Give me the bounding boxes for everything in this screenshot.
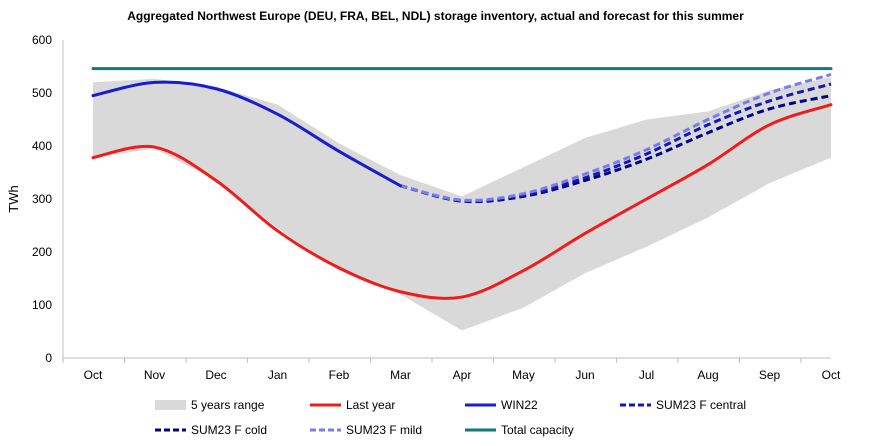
x-tick-label: Jan [268,368,287,382]
y-axis-title: TWh [6,185,21,212]
x-tick-label: Oct [84,368,103,382]
plot-area [91,67,833,331]
x-tick-label: Sep [759,368,781,382]
y-tick-label: 100 [32,298,52,312]
series-line-win22 [91,80,402,188]
x-tick-label: Feb [329,368,350,382]
y-tick-label: 600 [32,33,52,47]
range-band [93,77,831,331]
legend-swatch [155,400,186,410]
series-line-last-year [91,103,833,300]
legend-item-sum23-f-cold: SUM23 F cold [155,423,267,437]
y-tick-label: 0 [45,351,52,365]
x-tick-label: Jul [639,368,654,382]
chart-title: Aggregated Northwest Europe (DEU, FRA, B… [127,9,744,23]
legend-label: Total capacity [501,423,574,437]
x-tick-label: Jun [575,368,594,382]
series-line-sum23-f-mild [400,73,832,202]
y-axis: 0 100 200 300 400 500 600 [32,33,64,365]
y-tick-label: 400 [32,139,52,153]
x-axis: Oct Nov Dec Jan Feb Mar Apr May Jun Jul Aug Sep Oct [62,357,841,382]
legend-label: SUM23 F mild [346,423,422,437]
legend-label: SUM23 F cold [191,423,267,437]
y-tick-label: 500 [32,86,52,100]
x-tick-label: Mar [390,368,411,382]
y-tick-label: 300 [32,192,52,206]
x-tick-label: May [512,368,535,382]
legend-label: SUM23 F central [656,398,746,412]
legend-label: Last year [346,398,395,412]
legend-label: 5 years range [191,398,265,412]
series-line-sum23-f-central [400,82,832,203]
legend-item-sum23-f-central: SUM23 F central [620,398,746,412]
x-tick-label: Aug [697,368,718,382]
legend-label: WIN22 [501,398,538,412]
legend: 5 years range Last year WIN22 SUM23 F centr… [155,398,746,437]
legend-item-win22: WIN22 [465,398,538,412]
legend-item-5-years-range: 5 years range [155,398,265,412]
legend-item-sum23-f-mild: SUM23 F mild [310,423,422,437]
x-tick-label: Dec [205,368,226,382]
x-tick-label: Oct [822,368,841,382]
y-tick-label: 200 [32,245,52,259]
legend-item-last-year: Last year [310,398,395,412]
legend-item-total-capacity: Total capacity [465,423,574,437]
x-tick-label: Apr [453,368,472,382]
x-tick-label: Nov [144,368,165,382]
